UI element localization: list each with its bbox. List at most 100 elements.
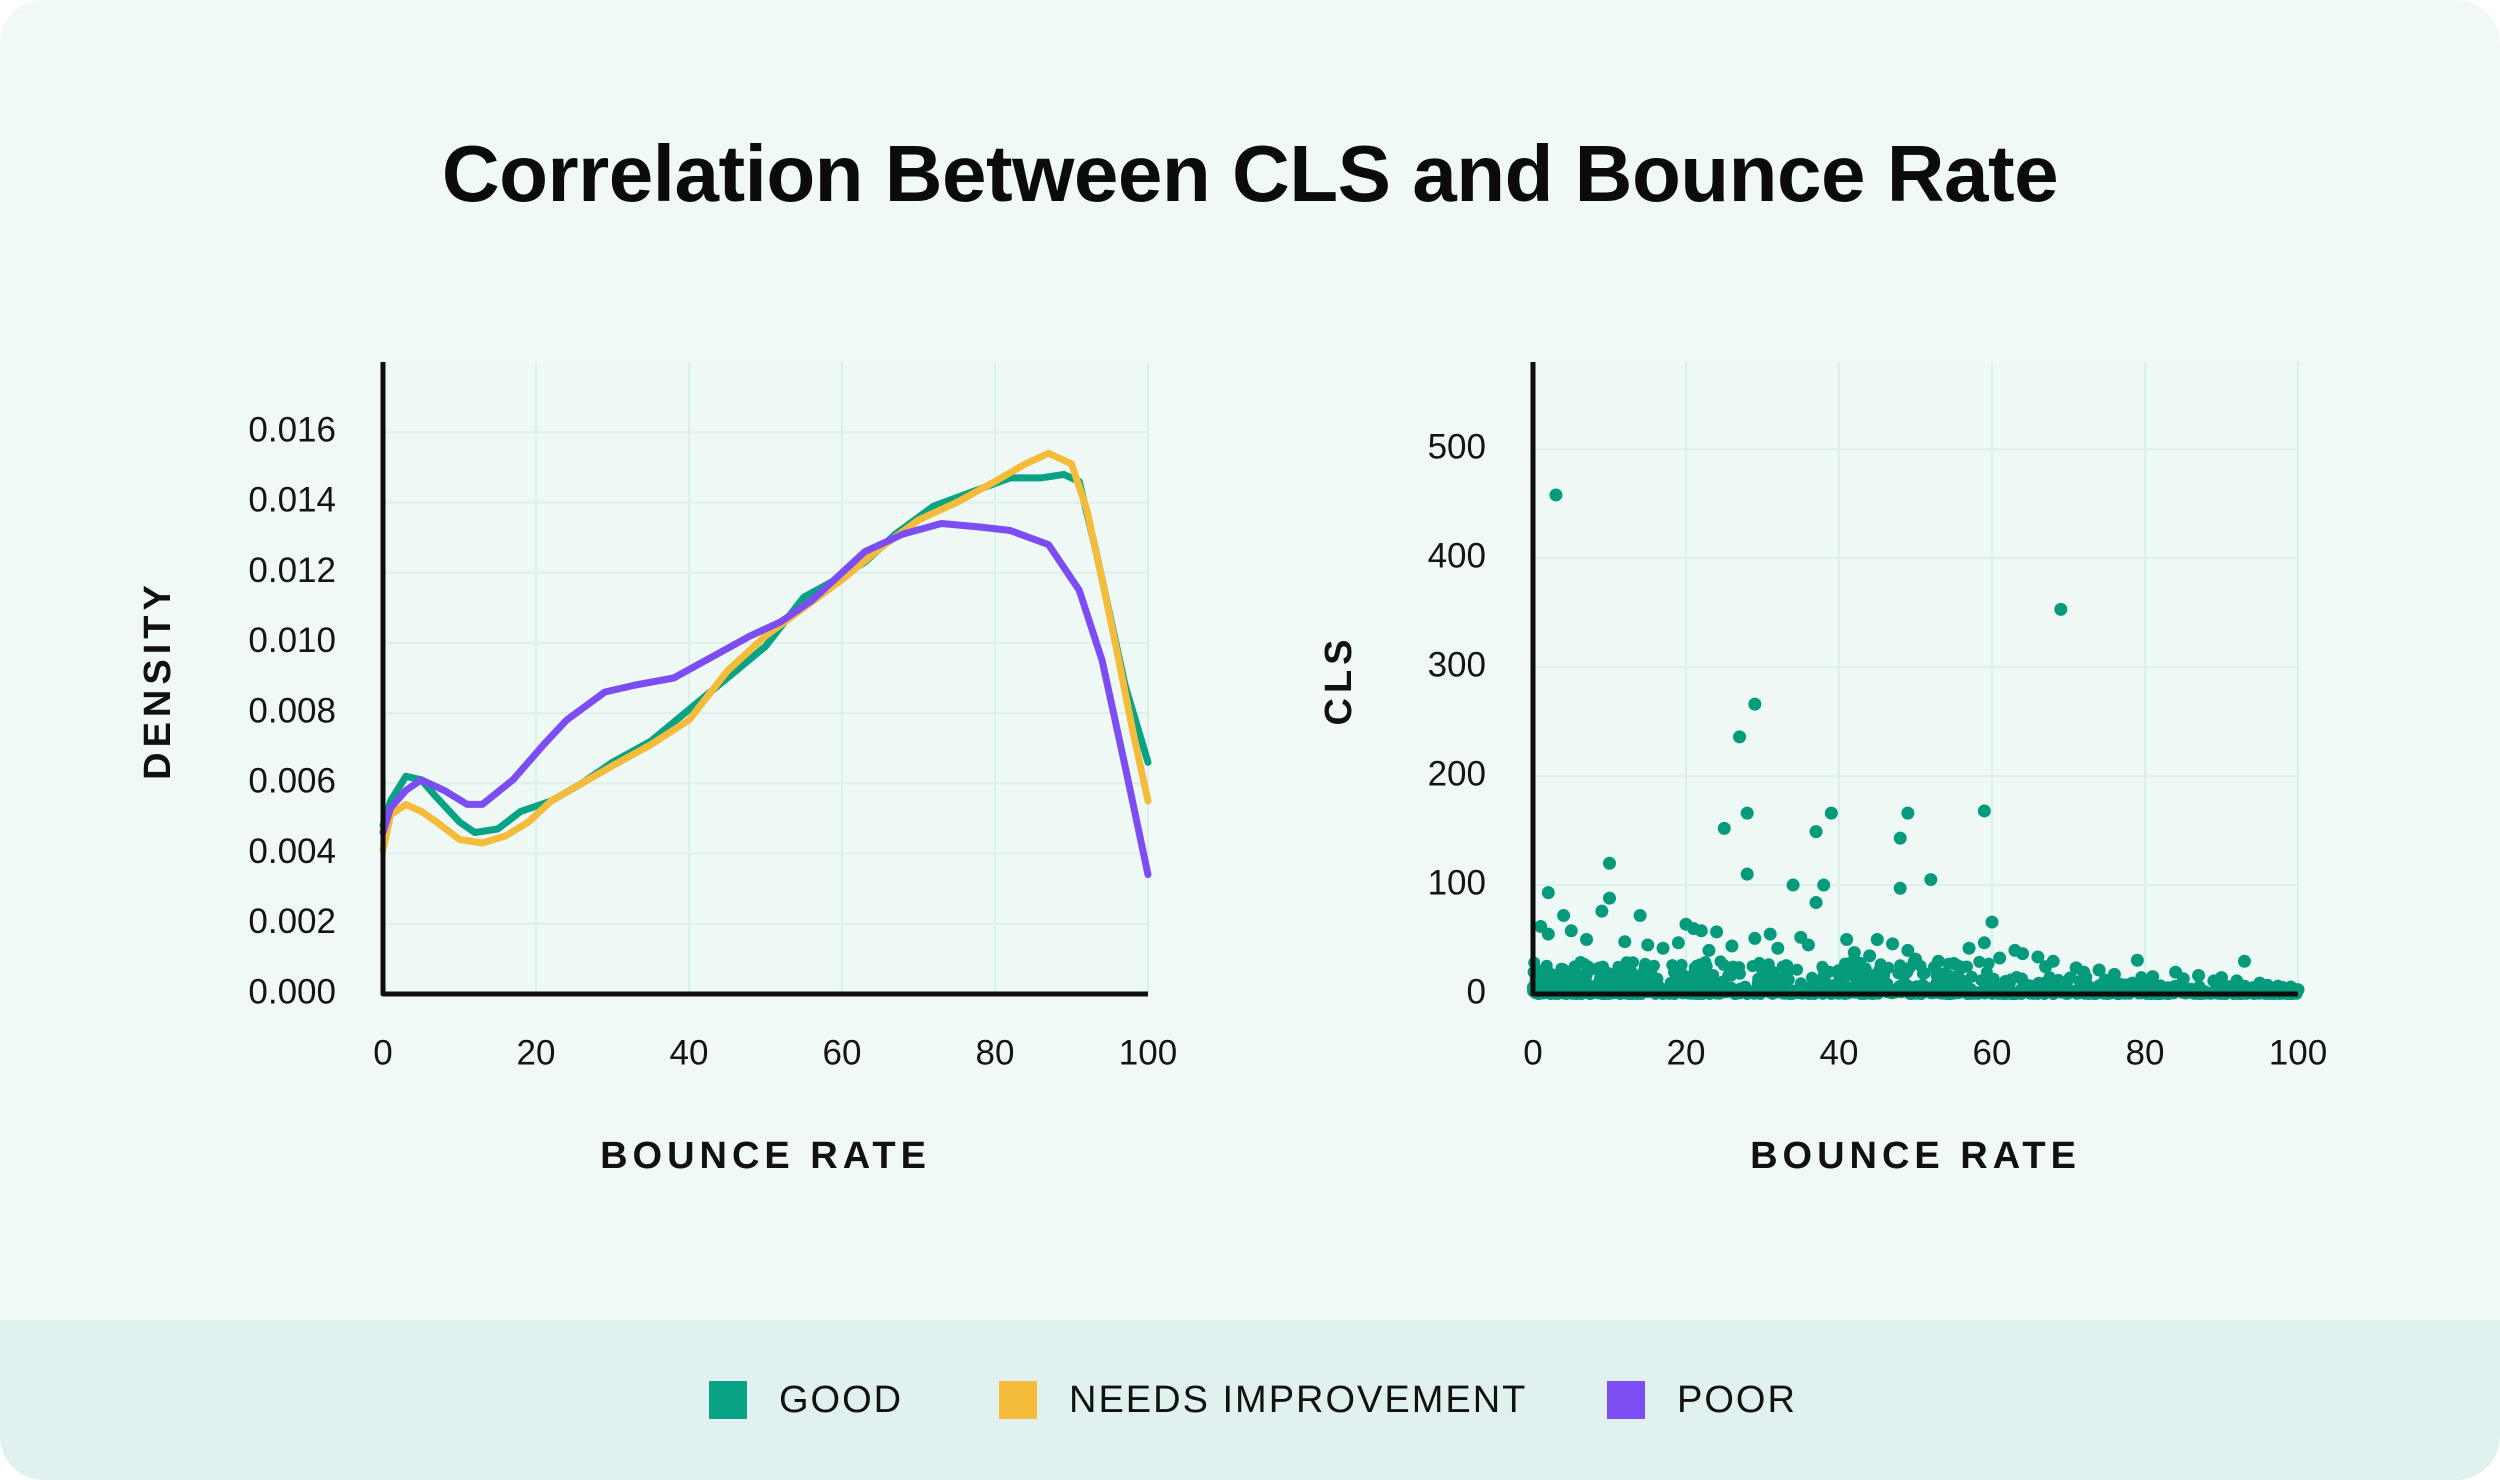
scatter-point bbox=[2230, 974, 2244, 988]
axis-lines bbox=[380, 362, 1148, 997]
legend-swatch-poor bbox=[1607, 1381, 1645, 1419]
scatter-point bbox=[1809, 825, 1823, 839]
scatter-point bbox=[1909, 952, 1922, 966]
scatter-point bbox=[1959, 976, 1972, 989]
scatter-point bbox=[1846, 969, 1858, 982]
scatter-point bbox=[1549, 488, 1563, 502]
scatter-point bbox=[1870, 933, 1884, 947]
scatter-point bbox=[1725, 939, 1739, 953]
scatter-point bbox=[1597, 977, 1609, 990]
scatter-point bbox=[1547, 973, 1560, 986]
scatter-point bbox=[2031, 950, 2045, 964]
x-tick-label: 80 bbox=[2126, 1033, 2165, 1072]
scatter-point bbox=[1580, 933, 1594, 947]
scatter-point bbox=[2176, 972, 2190, 986]
scatter-point bbox=[1621, 960, 1634, 973]
scatter-point bbox=[1592, 961, 1605, 974]
scatter-point bbox=[1771, 941, 1785, 955]
scatter-point bbox=[1555, 962, 1568, 975]
scatter-point bbox=[1710, 925, 1724, 939]
scatter-point bbox=[2237, 954, 2251, 968]
y-tick-label: 0.008 bbox=[248, 691, 336, 730]
scatter-point bbox=[1993, 951, 2007, 965]
scatter-point bbox=[1924, 873, 1938, 887]
legend-label-good: GOOD bbox=[779, 1379, 904, 1421]
scatter-point bbox=[1656, 941, 1670, 955]
scatter-point bbox=[1863, 949, 1877, 963]
x-axis-title: BOUNCE RATE bbox=[1750, 1135, 2081, 1177]
scatter-point bbox=[1916, 967, 1929, 980]
scatter-point bbox=[1930, 969, 1943, 982]
legend: GOOD NEEDS IMPROVEMENT POOR bbox=[0, 1320, 2500, 1480]
scatter-point bbox=[1612, 960, 1625, 973]
scatter-point bbox=[1717, 821, 1731, 835]
scatter-point bbox=[1931, 954, 1945, 968]
y-tick-label: 0 bbox=[1467, 972, 1486, 1011]
y-tick-label: 0.000 bbox=[248, 972, 336, 1011]
density-line-needs-improvement bbox=[379, 449, 1152, 854]
x-tick-label: 100 bbox=[1119, 1033, 1177, 1072]
scatter-point bbox=[1733, 730, 1747, 744]
x-tick-label: 20 bbox=[517, 1033, 556, 1072]
x-tick-label: 80 bbox=[976, 1033, 1015, 1072]
cls-scatter-chart: 0 20 40 60 80 100 0 100 200 300 400 500 BOUNCE RATE C… bbox=[1318, 362, 2327, 1177]
scatter-point bbox=[1985, 915, 1999, 929]
y-tick-label: 0.010 bbox=[248, 621, 336, 660]
scatter-point bbox=[1791, 963, 1804, 976]
scatter-point bbox=[1748, 931, 1762, 945]
scatter-point bbox=[2130, 953, 2144, 967]
scatter-point bbox=[1541, 927, 1555, 941]
scatter-point bbox=[1641, 938, 1655, 952]
scatter-point bbox=[1901, 806, 1915, 820]
scatter-point bbox=[1973, 955, 1986, 968]
scatter-point bbox=[1801, 938, 1815, 952]
legend-swatch-good bbox=[709, 1381, 747, 1419]
scatter-point bbox=[1603, 856, 1616, 870]
scatter-point bbox=[2207, 974, 2221, 988]
scatter-point bbox=[1958, 960, 1971, 973]
scatter-point bbox=[1840, 960, 1852, 973]
scatter-point bbox=[1817, 878, 1831, 892]
scatter-point bbox=[1564, 924, 1578, 938]
y-tick-label: 200 bbox=[1428, 754, 1486, 793]
x-tick-label: 20 bbox=[1667, 1033, 1706, 1072]
scatter-point bbox=[1702, 943, 1716, 957]
scatter-point bbox=[1786, 878, 1800, 892]
x-tick-label: 60 bbox=[823, 1033, 862, 1072]
y-tick-label: 0.016 bbox=[248, 410, 336, 449]
y-axis-title: CLS bbox=[1318, 635, 1360, 726]
chart-title: Correlation Between CLS and Bounce Rate bbox=[441, 129, 2059, 218]
scatter-point bbox=[2107, 967, 2121, 981]
scatter-point bbox=[1897, 970, 1910, 983]
y-tick-label: 300 bbox=[1428, 645, 1486, 684]
scatter-point bbox=[1781, 959, 1794, 972]
y-tick-label: 100 bbox=[1428, 863, 1486, 902]
x-tick-label: 40 bbox=[1820, 1033, 1859, 1072]
legend-swatch-needs-improvement bbox=[999, 1381, 1037, 1419]
scatter-point bbox=[1763, 927, 1777, 941]
scatter-point bbox=[1819, 969, 1831, 982]
scatter-point bbox=[2077, 965, 2091, 979]
axis-lines bbox=[1530, 362, 2298, 997]
scatter-point bbox=[1740, 806, 1754, 820]
scatter-point bbox=[1943, 969, 1956, 982]
scatter-point bbox=[2010, 971, 2023, 983]
density-chart: 0 20 40 60 80 100 0.000 0.002 0.004 0.006 0.008 0.0… bbox=[137, 362, 1177, 1177]
plots-canvas: 0 20 40 60 80 100 0.000 0.002 0.004 0.006 0.008 0.0… bbox=[137, 362, 2327, 1177]
scatter-point bbox=[1855, 969, 1868, 981]
scatter-point bbox=[1886, 937, 1900, 951]
legend-label-needs-improvement: NEEDS IMPROVEMENT bbox=[1069, 1379, 1528, 1421]
scatter-point bbox=[1628, 972, 1641, 985]
scatter-point bbox=[1762, 958, 1775, 971]
scatter-point bbox=[1694, 924, 1708, 938]
scatter-point bbox=[2063, 971, 2076, 984]
scatter-point bbox=[1740, 867, 1754, 881]
scatter-point bbox=[2039, 976, 2052, 989]
x-tick-label: 0 bbox=[373, 1033, 392, 1072]
scatter-point bbox=[1982, 957, 1995, 970]
scatter-point bbox=[1840, 933, 1854, 947]
y-tick-label: 0.006 bbox=[248, 762, 336, 801]
y-tick-label: 0.002 bbox=[248, 902, 336, 941]
y-tick-label: 500 bbox=[1428, 427, 1486, 466]
scatter-point bbox=[1809, 895, 1823, 909]
